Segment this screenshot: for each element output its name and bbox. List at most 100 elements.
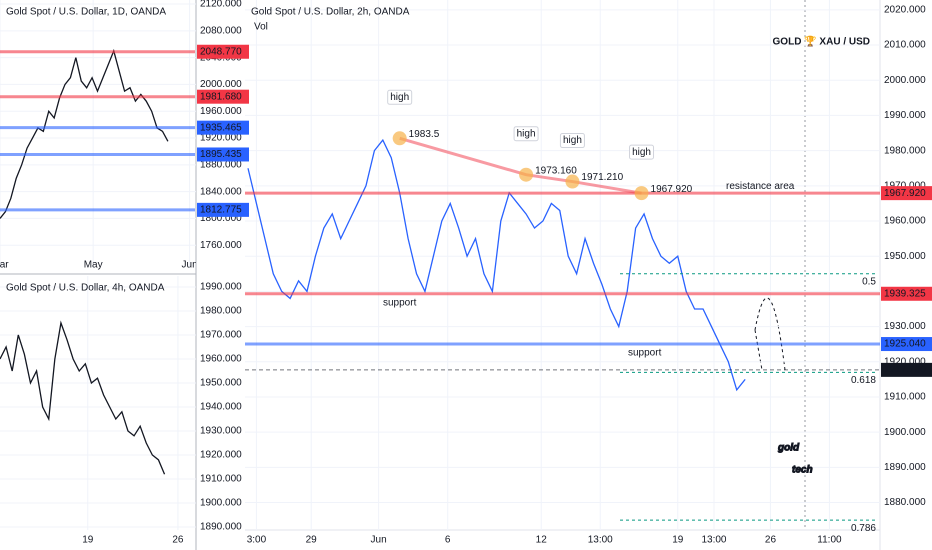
price-badge-label: 1935.465 — [200, 122, 242, 133]
level-annotation: resistance area — [726, 181, 795, 192]
x-tick-label: 19 — [672, 535, 684, 546]
x-tick-label: May — [84, 260, 103, 271]
price-badge-label: 2048.770 — [200, 46, 242, 57]
high-point — [519, 167, 534, 182]
x-tick-label: Mar — [0, 260, 9, 271]
level-annotation: support — [383, 297, 417, 308]
price-badge — [197, 147, 249, 162]
y-tick-label: 1930.000 — [200, 426, 242, 437]
y-tick-label: 1760.000 — [200, 240, 242, 251]
price-badge — [881, 186, 932, 201]
chart-subtitle: Gold Spot / U.S. Dollar, 2h, OANDA — [251, 7, 410, 18]
x-tick-label: 29 — [306, 535, 318, 546]
y-tick-label: 2080.000 — [200, 25, 242, 36]
y-tick-label: 1930.000 — [884, 321, 926, 332]
y-tick-label: 1890.000 — [884, 462, 926, 473]
high-point — [392, 131, 407, 146]
price-badge-label: 1981.680 — [200, 91, 242, 102]
price-badge — [881, 286, 932, 301]
y-tick-label: 1900.000 — [200, 498, 242, 509]
price-badge — [881, 337, 932, 352]
y-tick-label: 2020.000 — [884, 4, 926, 15]
price-badge-label: 1917.700 — [884, 365, 926, 376]
y-tick-label: 2000.000 — [200, 79, 242, 90]
high-tag — [513, 126, 539, 142]
y-tick-label: 1970.000 — [200, 330, 242, 341]
high-tag — [559, 133, 585, 149]
x-tick-label: 12 — [536, 535, 548, 546]
plot — [0, 276, 196, 530]
price-badge-label: 1895.435 — [200, 149, 242, 160]
chart-title: GOLD 🏆 XAU / USD — [773, 35, 870, 48]
logo: tech — [792, 465, 813, 476]
x-tick-label: 26 — [765, 535, 777, 546]
fib-label: 0.618 — [851, 375, 876, 386]
high-tag — [629, 144, 655, 160]
x-tick-label: 6 — [445, 535, 451, 546]
high-tag — [387, 89, 413, 105]
x-tick-label: 26 — [172, 535, 184, 546]
y-tick-label: 1900.000 — [884, 427, 926, 438]
logo: gold — [777, 443, 800, 454]
price-badge-label: 1967.920 — [884, 188, 926, 199]
y-tick-label: 1970.000 — [884, 180, 926, 191]
y-tick-label: 1840.000 — [200, 186, 242, 197]
x-tick-label: 13:00 — [701, 535, 726, 546]
price-badge — [197, 89, 249, 104]
y-tick-label: 1910.000 — [200, 474, 242, 485]
chart-subtitle: Gold Spot / U.S. Dollar, 4h, OANDA — [6, 283, 165, 294]
y-tick-label: 1990.000 — [884, 110, 926, 121]
y-tick-label: 1880.000 — [884, 497, 926, 508]
y-tick-label: 1960.000 — [884, 216, 926, 227]
x-tick-label: 19 — [82, 535, 94, 546]
high-value-label: 1983.5 — [409, 129, 440, 140]
price-line — [0, 320, 166, 475]
high-value-label: 1967.920 — [651, 184, 693, 195]
y-tick-label: 2010.000 — [884, 40, 926, 51]
x-tick-label: 11:00 — [817, 535, 842, 546]
trend-line — [399, 136, 642, 195]
y-tick-label: 1960.000 — [200, 106, 242, 117]
y-tick-label: 1960.000 — [200, 354, 242, 365]
x-tick-label: 3:00 — [247, 535, 267, 546]
y-tick-label: 1950.000 — [884, 251, 926, 262]
y-tick-label: 1940.000 — [200, 402, 242, 413]
price-badge-label: 1939.325 — [884, 288, 926, 299]
price-line — [247, 138, 746, 392]
y-tick-label: 1950.000 — [200, 378, 242, 389]
fib-label: 0.786 — [851, 523, 876, 534]
y-tick-label: 1920.000 — [884, 356, 926, 367]
y-tick-label: 2120.000 — [200, 0, 242, 10]
price-badge-label: 1925.040 — [884, 339, 926, 350]
high-value-label: 1971.210 — [581, 172, 623, 183]
high-tag-label: high — [632, 147, 651, 158]
y-tick-label: 1920.000 — [200, 450, 242, 461]
x-tick-label: Jun — [182, 260, 198, 271]
high-tag-label: high — [563, 135, 582, 146]
y-tick-label: 1980.000 — [200, 306, 242, 317]
y-tick-label: 1800.000 — [200, 213, 242, 224]
y-tick-label: 1920.000 — [200, 133, 242, 144]
price-badge — [197, 120, 249, 135]
x-tick-label: 13:00 — [588, 535, 613, 546]
high-tag-label: high — [390, 92, 409, 103]
y-tick-label: 1890.000 — [200, 522, 242, 533]
y-tick-label: 2000.000 — [884, 75, 926, 86]
high-tag-label: high — [517, 128, 536, 139]
y-tick-label: 1980.000 — [884, 145, 926, 156]
y-tick-label: 1990.000 — [200, 282, 242, 293]
high-point — [634, 186, 649, 201]
fib-label: 0.5 — [862, 276, 876, 287]
high-point — [565, 174, 580, 189]
price-badge — [197, 44, 249, 59]
plot — [0, 0, 196, 268]
price-badge — [881, 362, 932, 377]
level-annotation: support — [628, 348, 662, 359]
volume-label: Vol — [254, 22, 268, 33]
x-tick-label: Jun — [371, 535, 387, 546]
y-tick-label: 1910.000 — [884, 392, 926, 403]
price-badge-label: 1812.775 — [200, 205, 242, 216]
y-tick-label: 1880.000 — [200, 159, 242, 170]
